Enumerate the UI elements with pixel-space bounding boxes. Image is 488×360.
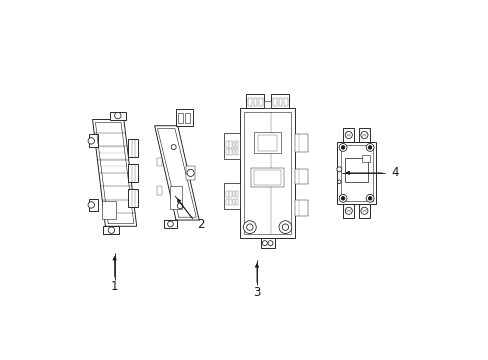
Bar xyxy=(245,94,264,108)
Bar xyxy=(229,149,231,156)
Bar xyxy=(278,98,282,106)
Bar xyxy=(232,199,235,205)
Bar xyxy=(361,155,369,162)
Circle shape xyxy=(108,227,114,233)
Circle shape xyxy=(360,131,367,139)
Circle shape xyxy=(339,194,346,202)
Bar xyxy=(176,109,192,126)
Bar xyxy=(224,134,240,159)
Bar xyxy=(340,145,372,201)
Bar xyxy=(253,98,257,106)
Bar xyxy=(226,199,228,205)
Circle shape xyxy=(339,144,346,151)
Bar xyxy=(170,186,181,210)
Bar xyxy=(89,134,98,147)
Bar xyxy=(224,183,240,209)
Bar xyxy=(343,204,353,217)
Circle shape xyxy=(279,221,291,234)
Bar xyxy=(226,149,228,156)
Bar xyxy=(264,101,271,108)
Circle shape xyxy=(177,203,183,209)
Text: 1: 1 xyxy=(111,280,118,293)
Bar xyxy=(186,166,195,180)
Text: 2: 2 xyxy=(197,218,204,231)
Circle shape xyxy=(337,180,341,184)
Bar xyxy=(295,169,307,184)
Polygon shape xyxy=(92,120,137,226)
Bar xyxy=(343,128,353,142)
Circle shape xyxy=(366,144,373,151)
Bar xyxy=(110,112,125,120)
Bar xyxy=(358,204,369,217)
Bar xyxy=(235,199,238,205)
Circle shape xyxy=(167,221,173,227)
Bar xyxy=(103,226,119,234)
Circle shape xyxy=(360,207,367,214)
Circle shape xyxy=(366,194,373,202)
Bar xyxy=(270,94,289,108)
Bar xyxy=(128,139,138,157)
Circle shape xyxy=(336,167,341,172)
Bar xyxy=(244,112,290,234)
Bar xyxy=(229,191,231,197)
Bar xyxy=(232,149,235,156)
Bar xyxy=(157,158,162,166)
Bar xyxy=(257,135,277,151)
Bar xyxy=(89,198,98,211)
Bar xyxy=(226,141,228,148)
Bar xyxy=(260,238,274,248)
Bar xyxy=(235,191,238,197)
Circle shape xyxy=(171,145,176,149)
Circle shape xyxy=(345,207,351,214)
Bar xyxy=(164,220,177,228)
Circle shape xyxy=(88,202,94,208)
Bar xyxy=(295,134,307,152)
Bar xyxy=(229,141,231,148)
Bar xyxy=(229,199,231,205)
Circle shape xyxy=(114,112,121,119)
Bar xyxy=(254,170,280,185)
Bar xyxy=(232,191,235,197)
Bar xyxy=(254,132,280,153)
Text: 3: 3 xyxy=(253,285,260,298)
Bar xyxy=(178,113,183,123)
Circle shape xyxy=(282,224,288,230)
Bar xyxy=(235,141,238,148)
Bar xyxy=(248,98,251,106)
Circle shape xyxy=(267,241,272,246)
Circle shape xyxy=(367,146,371,149)
Bar xyxy=(250,167,284,187)
Text: 4: 4 xyxy=(390,166,398,179)
Circle shape xyxy=(341,146,344,149)
Bar xyxy=(235,149,238,156)
Bar xyxy=(128,164,138,182)
Circle shape xyxy=(367,197,371,200)
Circle shape xyxy=(186,169,194,176)
Bar xyxy=(345,158,367,181)
Bar xyxy=(232,141,235,148)
Bar xyxy=(337,142,375,204)
Circle shape xyxy=(262,241,267,246)
Bar xyxy=(185,113,190,123)
Bar xyxy=(295,201,307,216)
Bar xyxy=(284,98,287,106)
Bar xyxy=(273,98,276,106)
Bar xyxy=(157,186,162,195)
Bar xyxy=(240,108,295,238)
Circle shape xyxy=(345,131,351,139)
Circle shape xyxy=(243,221,256,234)
Bar xyxy=(102,201,116,219)
Circle shape xyxy=(246,224,252,230)
Bar xyxy=(259,98,262,106)
Bar xyxy=(358,128,369,142)
Circle shape xyxy=(341,197,344,200)
Bar xyxy=(128,189,138,207)
Circle shape xyxy=(88,138,94,144)
Polygon shape xyxy=(154,126,199,220)
Bar xyxy=(226,191,228,197)
